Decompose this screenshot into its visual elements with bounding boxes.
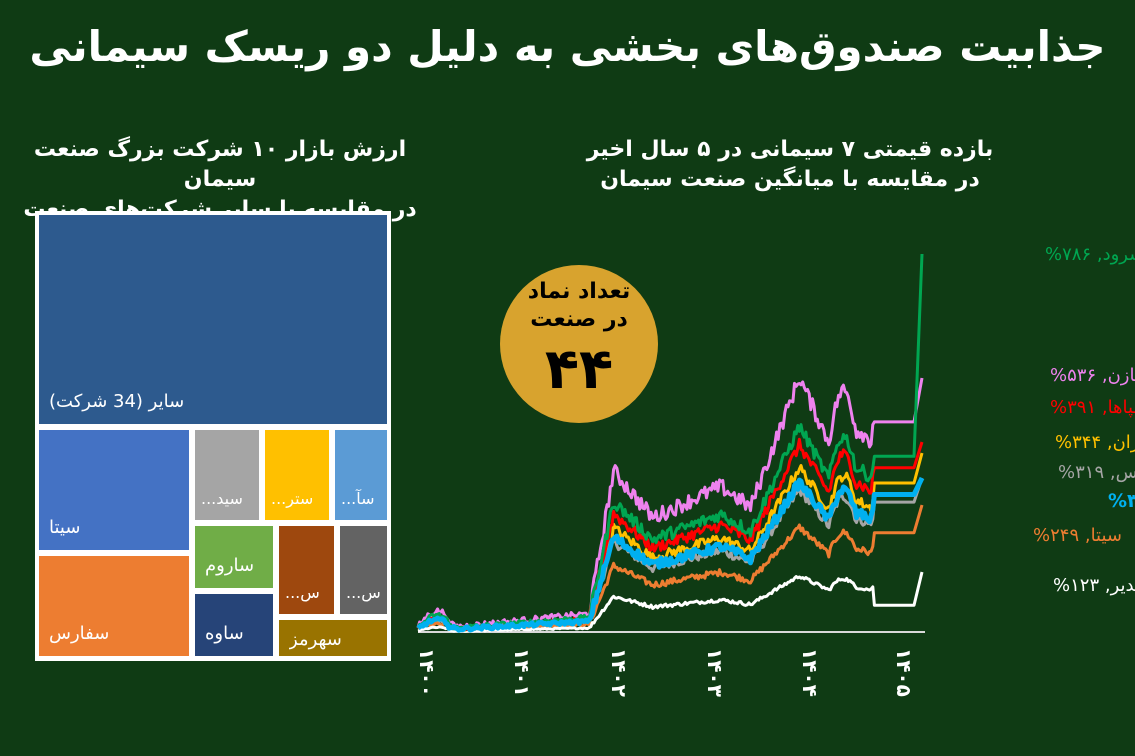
series-line [416,476,925,633]
page-title: جذابیت صندوق‌های بخشی به دلیل دو ریسک سی… [29,22,1106,71]
x-tick-label: ۱۴۰۲ [607,648,631,697]
series-line [418,477,924,632]
badge-line1: تعداد نماد [527,279,631,304]
x-tick-label: ۱۴۰۳ [703,648,727,697]
treemap-subtitle: ارزش بازار ۱۰ شرکت بزرگ صنعت سیمان در مق… [10,135,430,225]
series-end-label: سیتا, ۲۴۹% [1033,525,1122,546]
badge-number: ۴۴ [544,337,614,402]
series-line [417,571,924,633]
x-tick-label: ۱۴۰۱ [510,648,534,697]
series-end-label: صنعت سیمان , ۳۱۷% [1108,490,1135,512]
symbol-count-badge: تعداد نماد در صنعت ۴۴ [500,265,658,423]
x-tick-label: ۱۴۰۵ [892,648,916,697]
linechart-subtitle: بازده قیمتی ۷ سیمانی در ۵ سال اخیر در مق… [570,135,1010,195]
series-end-label: سفارس, ۳۱۹% [1058,462,1135,483]
series-line [416,253,924,631]
linechart-subtitle-line1: بازده قیمتی ۷ سیمانی در ۵ سال اخیر [586,137,994,162]
series-end-label: سپاها, ۳۹۱% [1050,397,1135,418]
series-end-label: سغدیر, ۱۲۳% [1053,575,1135,596]
x-tick-label: ۱۴۰۴ [798,648,822,697]
series-end-label: سرود, ۷۸۶% [1045,244,1135,265]
x-tick-label: ۱۴۰۰ [415,648,439,697]
badge-line2: در صنعت [530,307,628,332]
series-end-label: سمازن, ۵۳۶% [1050,365,1135,386]
linechart-subtitle-line2: در مقایسه با میانگین صنعت سیمان [600,167,980,192]
series-end-label: ستران, ۳۴۴% [1055,432,1135,453]
treemap-subtitle-line1: ارزش بازار ۱۰ شرکت بزرگ صنعت سیمان [33,137,407,192]
